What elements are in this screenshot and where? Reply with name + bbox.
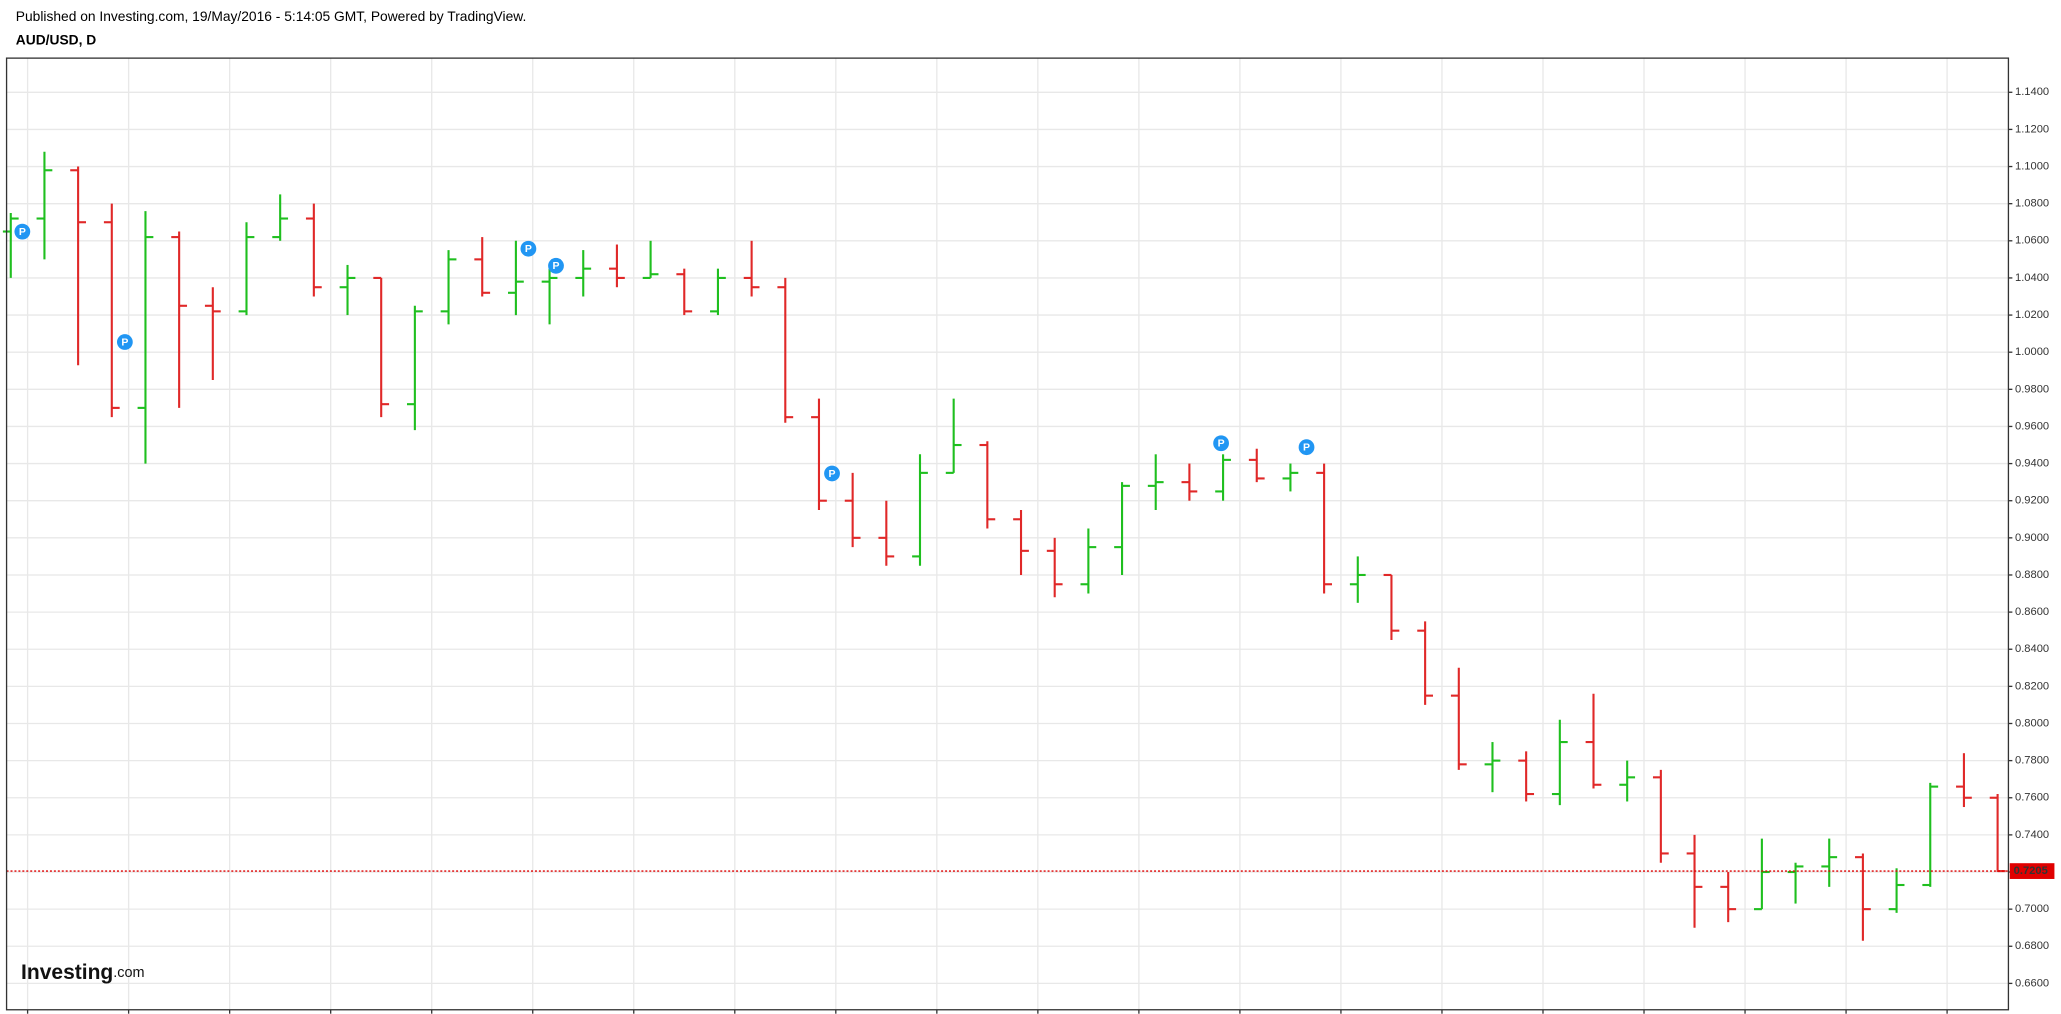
y-tick-label: 0.7800 [2015, 755, 2049, 767]
logo-suffix: .com [113, 965, 144, 981]
logo: Investing.com [21, 961, 145, 984]
y-tick-label: 1.0000 [2015, 346, 2049, 358]
event-marker-label: P [19, 226, 26, 238]
y-tick-label: 0.7000 [2015, 903, 2049, 915]
published-note: Published on Investing.com, 19/May/2016 … [16, 9, 527, 24]
y-tick-label: 0.9000 [2015, 532, 2049, 544]
event-marker [548, 257, 564, 274]
y-tick-label: 0.9800 [2015, 383, 2049, 395]
logo-name: Investing [21, 961, 113, 984]
bars [2, 151, 2006, 941]
y-tick-label: 0.6600 [2015, 977, 2049, 989]
event-marker [14, 223, 31, 240]
event-marker-label: P [121, 336, 128, 348]
y-tick-label: 0.9400 [2015, 458, 2049, 470]
y-tick-label: 1.0200 [2015, 309, 2049, 321]
event-marker-label: P [1303, 442, 1310, 454]
y-tick-label: 1.0400 [2015, 272, 2049, 284]
y-tick-label: 0.8200 [2015, 680, 2049, 692]
plot-frame [5, 57, 2010, 1011]
grid: 0.66000.68000.70000.72000.74000.76000.78… [6, 58, 2049, 1014]
y-tick-label: 0.8600 [2015, 606, 2049, 618]
y-tick-label: 0.8400 [2015, 643, 2049, 655]
y-tick-label: 1.1200 [2015, 123, 2049, 135]
symbol-title: AUD/USD, D [16, 33, 97, 48]
y-tick-label: 0.7600 [2015, 792, 2049, 804]
y-tick-label: 1.0600 [2015, 235, 2049, 247]
last-price-box [2009, 863, 2055, 879]
y-tick-label: 0.9600 [2015, 420, 2049, 432]
y-tick-label: 0.8000 [2015, 717, 2049, 729]
y-tick-label: 0.7400 [2015, 829, 2049, 841]
event-marker-label: P [1218, 438, 1225, 450]
event-marker-label: P [552, 260, 559, 272]
event-marker [1213, 435, 1229, 452]
y-tick-label: 0.9200 [2015, 495, 2049, 507]
event-marker-label: P [829, 468, 836, 480]
last-price-label: 0.7205 [2014, 865, 2048, 877]
y-tick-label: 1.1400 [2015, 86, 2049, 98]
event-marker [520, 240, 537, 257]
y-tick-label: 0.8800 [2015, 569, 2049, 581]
y-tick-label: 1.0800 [2015, 198, 2049, 210]
y-tick-label: 0.6800 [2015, 940, 2049, 952]
event-marker [1298, 439, 1315, 456]
y-tick-label: 1.1000 [2015, 160, 2049, 172]
overlay: 0.7205 P P P P P P P [6, 223, 2055, 879]
event-marker [824, 465, 840, 482]
event-marker [116, 334, 133, 350]
event-marker-label: P [525, 243, 532, 255]
